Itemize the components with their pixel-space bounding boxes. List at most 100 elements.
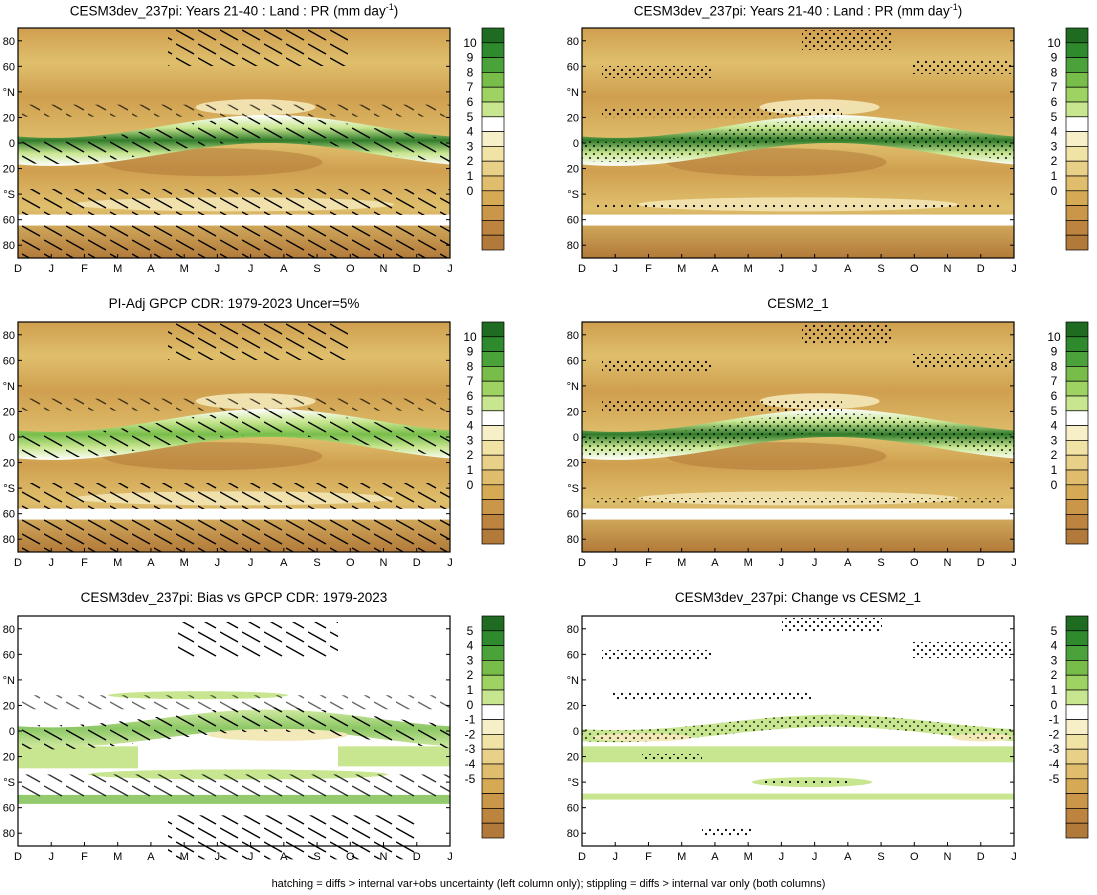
panel-title: CESM3dev_237pi: Bias vs GPCP CDR: 1979-2… bbox=[80, 590, 388, 605]
colorbar-swatch bbox=[481, 131, 505, 147]
colorbar-label: 4 bbox=[467, 639, 474, 653]
y-tick-label: 80 bbox=[567, 534, 579, 546]
y-tick-label: 80 bbox=[567, 240, 579, 252]
y-tick-label: 20 bbox=[3, 700, 15, 712]
x-tick-label: J bbox=[612, 851, 618, 863]
stippling-region bbox=[602, 66, 712, 78]
x-tick-label: J bbox=[48, 851, 54, 863]
colorbar-swatch bbox=[1065, 72, 1089, 88]
colorbar-label: -2 bbox=[465, 727, 476, 741]
heatmap bbox=[582, 616, 1014, 846]
colorbar-swatch bbox=[1065, 380, 1089, 397]
axes: D J F M A M J J A S O N D J 80 60 °N 20 0 20 °S 60 80 bbox=[3, 615, 453, 863]
y-tick-label: 60 bbox=[567, 215, 579, 227]
colorbar-label: 9 bbox=[1051, 51, 1058, 65]
colorbar-swatch bbox=[1065, 190, 1089, 206]
x-tick-label: J bbox=[1011, 263, 1017, 275]
x-tick-label: J bbox=[248, 263, 254, 275]
x-tick-label: A bbox=[711, 851, 719, 863]
axes: D J F M A M J J A S O N D J 80 60 °N 20 0 20 °S 60 80 bbox=[3, 27, 453, 275]
hatching-region bbox=[168, 322, 348, 360]
x-tick-label: M bbox=[677, 851, 686, 863]
stippling-region bbox=[612, 692, 812, 701]
colorbar-swatch bbox=[481, 72, 505, 88]
hatching-region bbox=[18, 411, 450, 458]
stippling-region bbox=[762, 779, 852, 785]
x-tick-label: D bbox=[977, 263, 985, 275]
colorbar-swatch bbox=[481, 410, 505, 426]
x-tick-label: M bbox=[113, 851, 122, 863]
colorbar-swatch bbox=[1065, 630, 1089, 646]
heatmap bbox=[18, 322, 450, 552]
stippling-region bbox=[802, 324, 892, 344]
colorbar-label: 2 bbox=[1051, 668, 1058, 682]
stippling-region bbox=[582, 119, 1014, 162]
stippling-region bbox=[602, 360, 712, 372]
colorbar-swatch bbox=[481, 748, 505, 765]
x-tick-label: M bbox=[113, 557, 122, 569]
stippling-region bbox=[592, 204, 1004, 209]
x-tick-label: O bbox=[910, 851, 919, 863]
colorbar-label: 5 bbox=[1051, 110, 1058, 124]
colorbar-swatch bbox=[1065, 146, 1089, 162]
y-tick-label: 20 bbox=[567, 112, 579, 124]
dry-region bbox=[666, 442, 887, 471]
colorbar-label: 5 bbox=[467, 624, 474, 638]
colorbar-label: 7 bbox=[1051, 80, 1058, 94]
colorbar-swatch bbox=[481, 734, 505, 750]
colorbar-swatch bbox=[1065, 336, 1089, 352]
x-tick-label: M bbox=[180, 557, 189, 569]
y-tick-label: 60 bbox=[3, 803, 15, 815]
panel-title: CESM2_1 bbox=[767, 296, 829, 311]
colorbar-swatch bbox=[1065, 351, 1089, 367]
stippling-region bbox=[592, 498, 1004, 503]
colorbar-swatch bbox=[1065, 808, 1089, 824]
colorbar-label: 10 bbox=[463, 330, 477, 344]
colorbar-label: 6 bbox=[1051, 95, 1058, 109]
colorbar-label: 5 bbox=[467, 110, 474, 124]
stippling-region bbox=[912, 642, 1012, 658]
x-tick-label: J bbox=[215, 851, 221, 863]
colorbar-label: 2 bbox=[467, 154, 474, 168]
x-tick-label: J bbox=[248, 851, 254, 863]
x-tick-label: J bbox=[215, 263, 221, 275]
x-tick-label: J bbox=[215, 557, 221, 569]
y-tick-label: 80 bbox=[567, 624, 579, 636]
colorbar-label: -1 bbox=[1049, 713, 1060, 727]
colorbar-swatch bbox=[481, 57, 505, 73]
colorbar-swatch bbox=[481, 160, 505, 177]
colorbar-swatch bbox=[481, 234, 505, 251]
colorbar-label: -4 bbox=[1049, 757, 1060, 771]
colorbar-swatch bbox=[1065, 778, 1089, 794]
axes: D J F M A M J J A S O N D J 80 60 °N 20 0 20 °S 60 80 bbox=[3, 321, 453, 569]
y-tick-label: °N bbox=[3, 87, 15, 99]
colorbar-swatch bbox=[1065, 615, 1089, 632]
x-tick-label: S bbox=[313, 263, 320, 275]
y-tick-label: °S bbox=[3, 483, 15, 495]
missing-band bbox=[18, 214, 450, 226]
hatching-region bbox=[178, 622, 338, 658]
y-tick-label: 60 bbox=[3, 509, 15, 521]
y-tick-label: 80 bbox=[567, 828, 579, 840]
hatching-region bbox=[18, 224, 450, 258]
colorbar-swatch bbox=[481, 175, 505, 192]
colorbar-label: 0 bbox=[1051, 698, 1058, 712]
y-tick-label: 60 bbox=[567, 355, 579, 367]
colorbar-swatch bbox=[1065, 395, 1089, 412]
colorbar-swatch bbox=[1065, 116, 1089, 132]
colorbar-swatch bbox=[481, 220, 505, 236]
y-tick-label: 80 bbox=[3, 828, 15, 840]
colorbar-swatch bbox=[1065, 528, 1089, 545]
colorbar-swatch bbox=[481, 425, 505, 441]
x-tick-label: J bbox=[612, 263, 618, 275]
colorbar-label: 10 bbox=[463, 36, 477, 50]
colorbar-swatch bbox=[481, 615, 505, 632]
colorbar-swatch bbox=[481, 719, 505, 735]
stippling-region bbox=[582, 413, 1014, 456]
x-tick-label: J bbox=[779, 557, 785, 569]
colorbar-swatch bbox=[1065, 42, 1089, 58]
colorbar-label: 2 bbox=[1051, 448, 1058, 462]
